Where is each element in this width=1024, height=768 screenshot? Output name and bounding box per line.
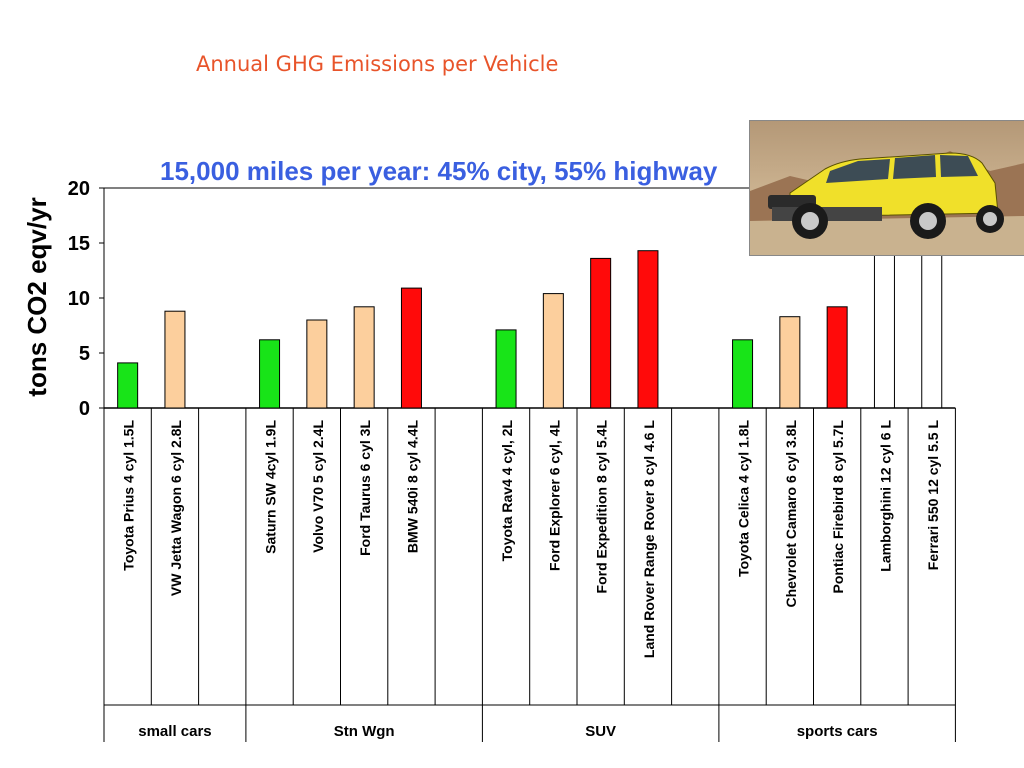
y-axis-label: tons CO2 eqv/yr — [22, 197, 52, 396]
y-tick-label: 0 — [79, 398, 90, 420]
bar — [495, 329, 517, 409]
chart-title: 15,000 miles per year: 45% city, 55% hig… — [160, 156, 718, 186]
x-tick-label: VW Jetta Wagon 6 cyl 2.8L — [168, 420, 184, 597]
bar — [353, 306, 375, 409]
x-tick-label: Toyota Rav4 4 cyl, 2L — [499, 420, 515, 562]
bar — [164, 310, 186, 409]
x-tick-label: Ford Explorer 6 cyl, 4L — [546, 420, 562, 571]
x-tick-label: Chevrolet Camaro 6 cyl 3.8L — [783, 420, 799, 608]
bar — [826, 306, 848, 409]
x-tick-label: Volvo V70 5 cyl 2.4L — [310, 420, 326, 553]
x-tick-label: Toyota Celica 4 cyl 1.8L — [736, 420, 752, 577]
group-label: Stn Wgn — [334, 723, 395, 740]
x-tick-label: Ford Expedition 8 cyl 5.4L — [594, 420, 610, 594]
y-tick-label: 5 — [79, 343, 90, 365]
bar — [779, 316, 801, 409]
group-label: sports cars — [797, 723, 878, 740]
x-tick-label: Lamborghini 12 cyl 6 L — [877, 420, 893, 572]
suv-photo — [749, 120, 1024, 256]
bar — [306, 319, 328, 409]
x-tick-label: Land Rover Range Rover 8 cyl 4.6 L — [641, 420, 657, 659]
bar — [542, 293, 564, 409]
bar — [400, 287, 422, 409]
y-tick-label: 20 — [68, 178, 90, 200]
x-tick-label: BMW 540i 8 cyl 4.4L — [404, 420, 420, 554]
bar — [259, 339, 281, 409]
bar — [637, 250, 659, 409]
y-tick-label: 15 — [68, 233, 90, 255]
bar — [732, 339, 754, 409]
x-tick-label: Pontiac Firebird 8 cyl 5.7L — [830, 420, 846, 594]
bar — [590, 257, 612, 409]
x-tick-label: Saturn SW 4cyl 1.9L — [263, 420, 279, 554]
y-tick-label: 10 — [68, 288, 90, 310]
group-label: SUV — [585, 723, 616, 740]
group-label: small cars — [138, 723, 211, 740]
slide-title: Annual GHG Emissions per Vehicle — [196, 52, 559, 76]
bar — [117, 362, 139, 409]
x-tick-label: Ferrari 550 12 cyl 5.5 L — [925, 420, 941, 571]
x-tick-label: Ford Taurus 6 cyl 3L — [357, 420, 373, 556]
x-tick-label: Toyota Prius 4 cyl 1.5L — [121, 420, 137, 571]
